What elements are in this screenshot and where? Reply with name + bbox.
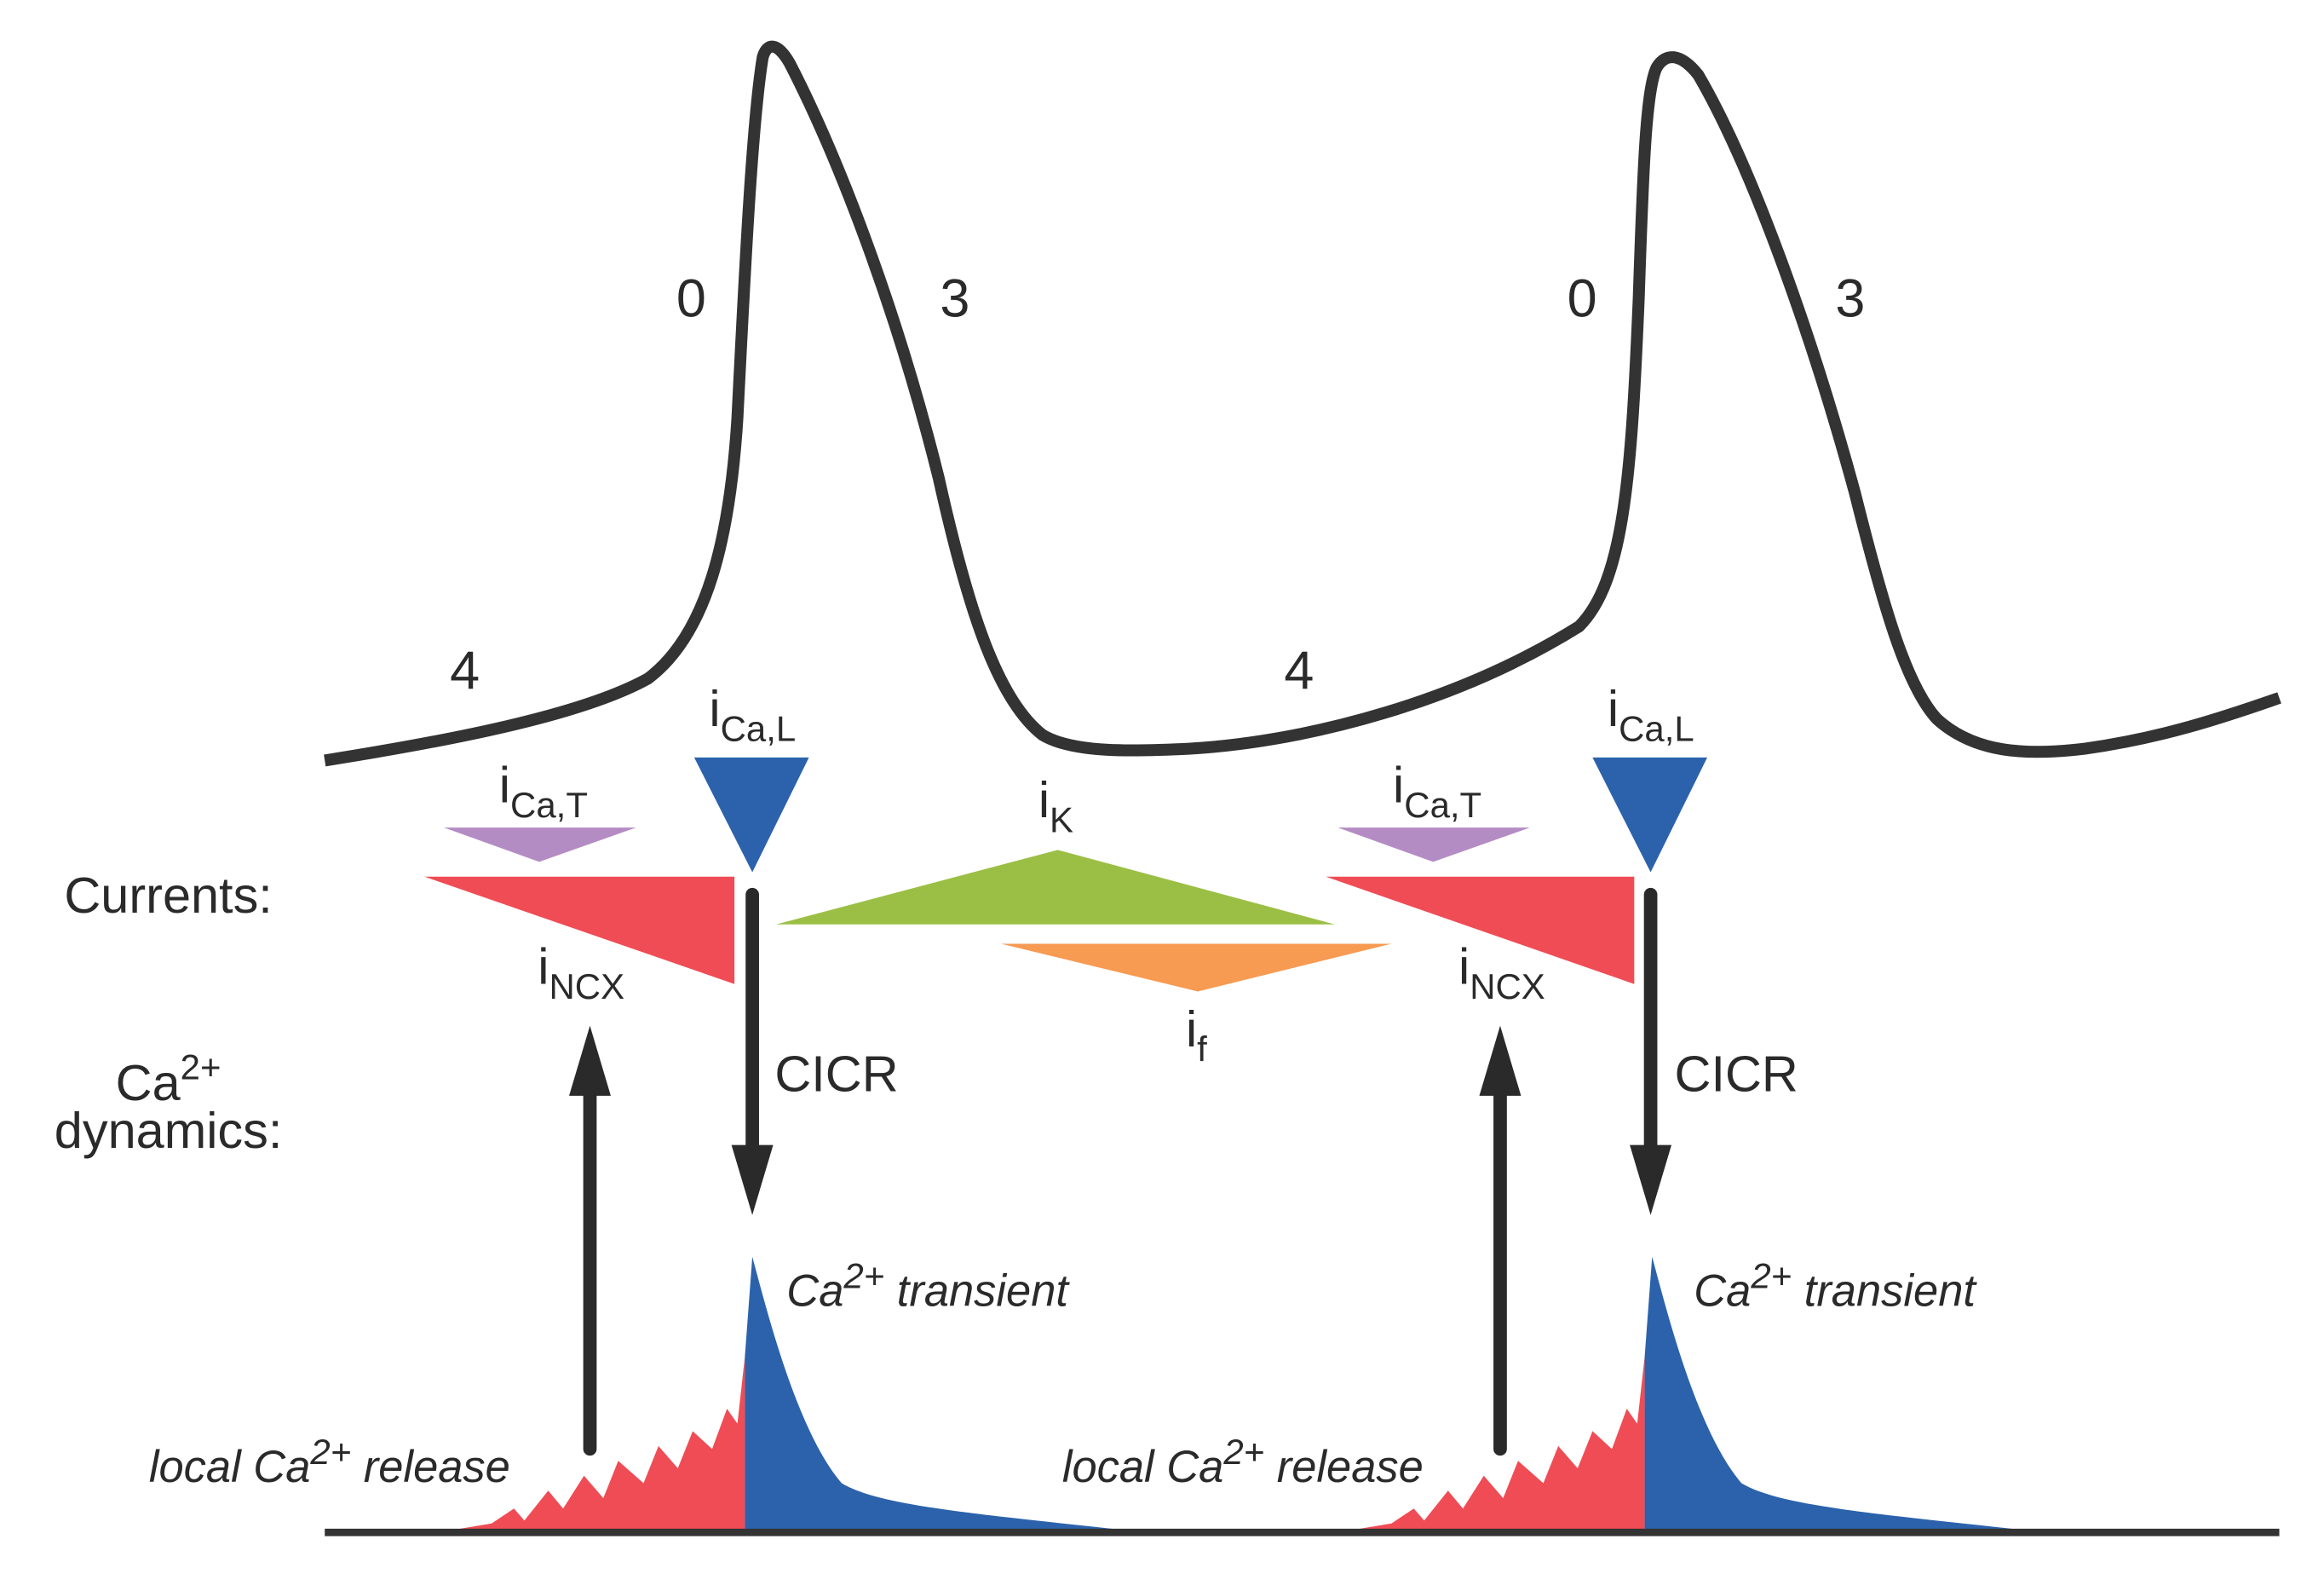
cicr-label: CICR: [774, 1046, 898, 1103]
i-k-label: iK: [1038, 771, 1073, 839]
ncx-activation-arrow: [1479, 1025, 1522, 1456]
i-f-triangle: [1001, 943, 1392, 992]
ca-transient-area: [1644, 1256, 2033, 1531]
i-ca-t-triangle: [1337, 827, 1530, 862]
phase-labels: 4 0 3 4 0 3: [450, 268, 1865, 700]
cicr-arrow: [1630, 887, 1672, 1215]
i-ca-l-label: iCa,L: [709, 680, 796, 748]
ca-transient-area: [745, 1256, 1133, 1531]
ncx-activation-arrow: [569, 1025, 611, 1456]
i-ca-l-triangle: [693, 757, 809, 873]
ca-transient-label: Ca2+ transient: [1694, 1255, 1977, 1316]
ca-dynamics-label: Ca2+: [116, 1047, 221, 1111]
i-ca-t-label: iCa,T: [499, 756, 588, 824]
phase-4-label: 4: [450, 641, 480, 700]
ca-dynamics-label-line2: dynamics:: [55, 1102, 283, 1159]
local-ca-release-label: local Ca2+ release: [149, 1432, 510, 1492]
i-ncx-label: iNCX: [1458, 938, 1545, 1006]
local-ca-release-area: [446, 1356, 745, 1531]
phase-0-label: 0: [676, 268, 706, 328]
ca-transient-label: Ca2+ transient: [786, 1255, 1070, 1316]
i-k-triangle: [776, 850, 1335, 925]
cicr-label: CICR: [1675, 1046, 1798, 1103]
phase-4-label: 4: [1284, 641, 1314, 700]
phase-3-label: 3: [1835, 268, 1865, 328]
i-f-label: if: [1186, 1000, 1207, 1069]
i-ca-l-label: iCa,L: [1608, 680, 1694, 748]
ca-cycle-1: [446, 1256, 1133, 1531]
phase-0-label: 0: [1568, 268, 1597, 328]
local-ca-release-area: [1346, 1356, 1645, 1531]
local-ca-release-label: local Ca2+ release: [1062, 1432, 1424, 1492]
action-potential-trace: [324, 40, 2281, 767]
cicr-arrow: [731, 887, 774, 1215]
i-ca-l-triangle: [1592, 757, 1708, 873]
phase-3-label: 3: [940, 268, 969, 328]
i-ca-t-triangle: [444, 827, 636, 862]
i-ncx-label: iNCX: [538, 938, 624, 1006]
ca-cycle-2: [1346, 1256, 2033, 1531]
i-ca-t-label: iCa,T: [1393, 756, 1481, 824]
currents-label: Currents:: [64, 867, 272, 924]
